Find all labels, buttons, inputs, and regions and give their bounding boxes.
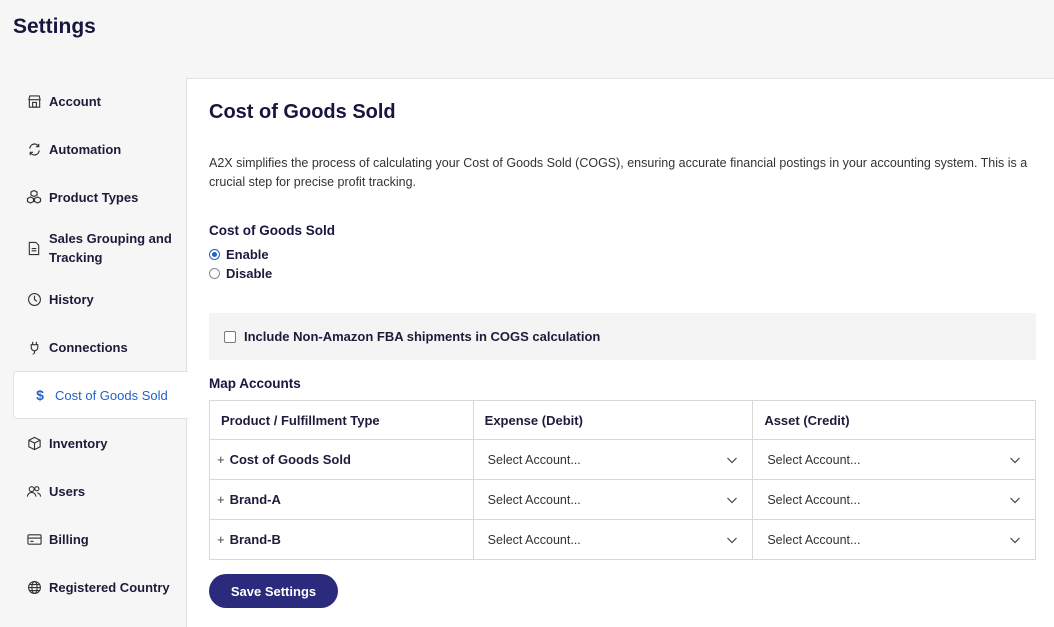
select-value: Select Account... (767, 532, 861, 547)
disable-radio-option[interactable]: Disable (209, 266, 272, 281)
expense-account-select[interactable]: Select Account... (474, 441, 753, 479)
sidebar-item-history[interactable]: History (13, 275, 187, 323)
plus-icon: + (217, 532, 225, 547)
plus-icon: + (217, 452, 225, 467)
row-name: Brand-B (229, 532, 281, 547)
sidebar-item-inventory[interactable]: Inventory (13, 419, 187, 467)
enable-radio-label: Enable (226, 247, 269, 262)
globe-icon (26, 579, 42, 595)
sidebar-item-sales-grouping[interactable]: Sales Grouping and Tracking (13, 221, 187, 275)
expense-account-select[interactable]: Select Account... (474, 521, 753, 559)
select-value: Select Account... (767, 452, 861, 467)
asset-cell: Select Account... (752, 519, 1036, 560)
sidebar-item-label: Sales Grouping and Tracking (49, 231, 172, 265)
enable-radio-option[interactable]: Enable (209, 247, 269, 262)
disable-radio-label: Disable (226, 266, 273, 281)
asset-account-select[interactable]: Select Account... (753, 521, 1035, 559)
sidebar-item-label: Product Types (49, 189, 139, 205)
select-value: Select Account... (487, 452, 581, 467)
map-accounts-label: Map Accounts (209, 376, 301, 391)
boxes-icon (26, 189, 42, 205)
chevron-down-icon (1010, 457, 1020, 463)
sidebar-item-label: Connections (49, 339, 128, 355)
page-title: Settings (13, 15, 96, 38)
section-description: A2X simplifies the process of calculatin… (209, 156, 1028, 189)
expand-row-toggle[interactable]: + Cost of Goods Sold (209, 439, 474, 480)
row-name: Cost of Goods Sold (229, 452, 351, 467)
row-name: Brand-A (229, 492, 281, 507)
sidebar-item-label: History (49, 291, 94, 307)
sidebar-item-users[interactable]: Users (13, 467, 187, 515)
asset-cell: Select Account... (752, 479, 1036, 520)
package-icon (26, 435, 42, 451)
sidebar-item-automation[interactable]: Automation (13, 125, 187, 173)
plug-icon (26, 339, 42, 355)
table-header-row: Product / Fulfillment Type Expense (Debi… (209, 400, 1036, 440)
sync-icon (26, 141, 42, 157)
enable-radio[interactable] (209, 249, 220, 260)
column-header-type: Product / Fulfillment Type (209, 400, 474, 440)
select-value: Select Account... (487, 532, 581, 547)
select-value: Select Account... (767, 492, 861, 507)
map-accounts-table: Product / Fulfillment Type Expense (Debi… (209, 400, 1036, 560)
expense-cell: Select Account... (472, 479, 754, 520)
fba-shipments-checkbox[interactable] (224, 330, 236, 343)
disable-radio[interactable] (209, 268, 220, 279)
expand-row-toggle[interactable]: + Brand-A (209, 479, 474, 520)
expense-account-select[interactable]: Select Account... (474, 481, 753, 519)
settings-sidebar: Account Automation Product Types Sales G… (13, 77, 188, 611)
expense-cell: Select Account... (472, 519, 754, 560)
sidebar-item-product-types[interactable]: Product Types (13, 173, 187, 221)
sidebar-item-label: Inventory (49, 435, 108, 451)
cogs-toggle-label: Cost of Goods Sold (209, 223, 335, 238)
sidebar-item-label: Registered Country (49, 579, 170, 595)
fba-shipments-label: Include Non-Amazon FBA shipments in COGS… (244, 329, 601, 344)
users-icon (26, 483, 42, 499)
sidebar-item-registered-country[interactable]: Registered Country (13, 563, 187, 611)
section-title: Cost of Goods Sold (209, 101, 396, 123)
table-row: + Cost of Goods Sold Select Account... Se… (209, 439, 1036, 480)
chevron-down-icon (1010, 497, 1020, 503)
fba-shipments-option[interactable]: Include Non-Amazon FBA shipments in COGS… (209, 313, 1036, 360)
sidebar-item-label: Cost of Goods Sold (55, 387, 168, 403)
sidebar-item-label: Automation (49, 141, 122, 157)
sidebar-item-label: Account (49, 93, 101, 109)
select-value: Select Account... (487, 492, 581, 507)
asset-account-select[interactable]: Select Account... (753, 441, 1035, 479)
dollar-icon: $ (36, 387, 44, 403)
sidebar-item-connections[interactable]: Connections (13, 323, 187, 371)
cogs-settings-panel: Cost of Goods Sold A2X simplifies the pr… (186, 78, 1054, 627)
expense-cell: Select Account... (472, 439, 754, 480)
sidebar-item-billing[interactable]: Billing (13, 515, 187, 563)
sidebar-item-label: Billing (49, 531, 89, 547)
sidebar-item-label: Users (49, 483, 86, 499)
store-icon (26, 93, 42, 109)
chevron-down-icon (727, 457, 738, 463)
sidebar-item-account[interactable]: Account (13, 77, 187, 125)
document-icon (26, 240, 42, 256)
asset-account-select[interactable]: Select Account... (753, 481, 1035, 519)
column-header-asset: Asset (Credit) (752, 400, 1036, 440)
card-icon (26, 531, 42, 547)
expand-row-toggle[interactable]: + Brand-B (209, 519, 474, 560)
table-row: + Brand-A Select Account... Select Accoun… (209, 479, 1036, 520)
column-header-expense: Expense (Debit) (472, 400, 754, 440)
table-row: + Brand-B Select Account... Select Accoun… (209, 519, 1036, 560)
asset-cell: Select Account... (752, 439, 1036, 480)
chevron-down-icon (1010, 537, 1020, 543)
sidebar-item-cost-of-goods-sold[interactable]: $ Cost of Goods Sold (13, 371, 188, 419)
chevron-down-icon (727, 537, 738, 543)
clock-icon (26, 291, 42, 307)
plus-icon: + (217, 492, 225, 507)
save-settings-button[interactable]: Save Settings (209, 574, 338, 608)
chevron-down-icon (727, 497, 738, 503)
